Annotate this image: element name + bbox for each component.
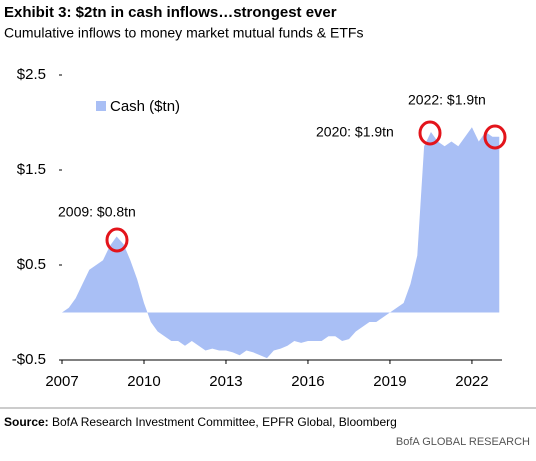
x-tick-label: 2016 xyxy=(291,373,324,390)
highlight-circle xyxy=(483,124,507,150)
source-label: Source: xyxy=(4,415,49,429)
legend-swatch xyxy=(96,101,106,111)
footer: BofA GLOBAL RESEARCH xyxy=(396,436,530,448)
source: BofA Research Investment Committee, EPFR… xyxy=(52,415,397,429)
legend-label: Cash ($tn) xyxy=(110,98,180,115)
highlight-circle xyxy=(418,120,442,146)
x-tick-label: 2010 xyxy=(127,373,160,390)
annotation: 2020: $1.9tn xyxy=(316,124,394,140)
highlight-circle xyxy=(105,227,129,253)
area xyxy=(62,127,500,359)
y-tick-label: $2.5 xyxy=(17,66,46,83)
x-tick-label: 2022 xyxy=(455,373,488,390)
y-tick-label: -$0.5 xyxy=(12,351,46,368)
y-tick-label: $0.5 xyxy=(17,256,46,273)
annotation: 2022: $1.9tn xyxy=(408,92,486,108)
x-tick-label: 2013 xyxy=(209,373,242,390)
x-tick-label: 2007 xyxy=(45,373,78,390)
chart-subtitle: Cumulative inflows to money market mutua… xyxy=(4,25,363,41)
plot: Cash ($tn) -$0.5 $0.5 $1.5 $2.5 2007 2010 2013 2… xyxy=(12,66,502,390)
x-tick-label: 2019 xyxy=(373,373,406,390)
chart-title: Exhibit 3: $2tn in cash inflows…stronges… xyxy=(4,4,337,21)
annotation: 2009: $0.8tn xyxy=(58,204,136,220)
y-tick-label: $1.5 xyxy=(17,161,46,178)
